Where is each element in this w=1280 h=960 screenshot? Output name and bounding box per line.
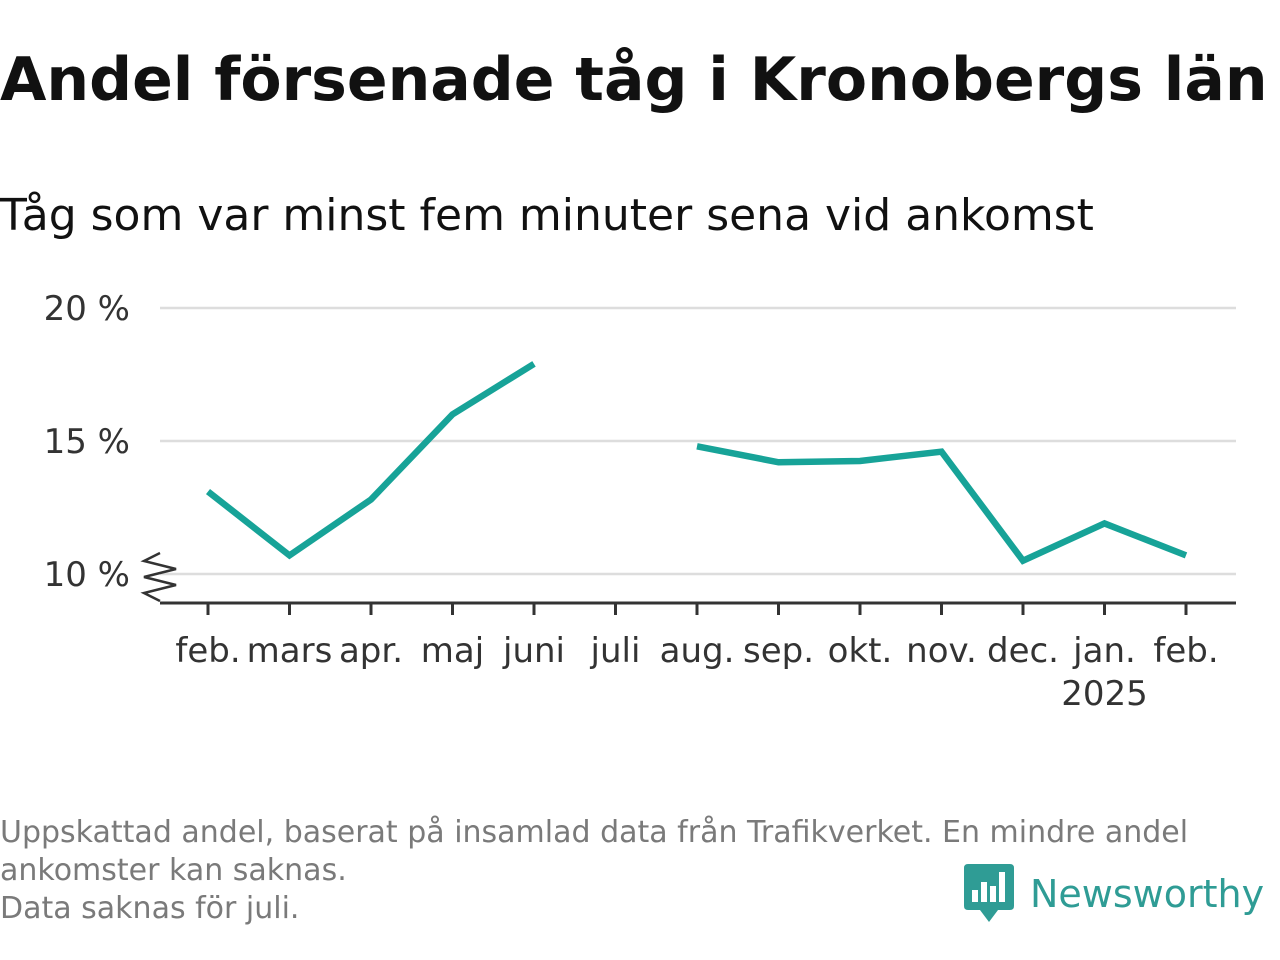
x-tick-label: sep. bbox=[743, 631, 814, 671]
brand-name: Newsworthy bbox=[1030, 872, 1265, 916]
x-tick-label: nov. bbox=[906, 631, 977, 671]
series-lines bbox=[205, 361, 1188, 565]
x-tick-label: jan. bbox=[1072, 631, 1136, 671]
line-chart: 10 %15 %20 % feb. mars apr. maj juni juli aug.… bbox=[44, 289, 1236, 714]
x-tick-label: maj bbox=[421, 631, 484, 671]
x-tick-label: apr. bbox=[339, 631, 403, 671]
series-line-segment bbox=[696, 443, 1188, 565]
footer-note-line-1: Uppskattad andel, baserat på insamlad da… bbox=[0, 815, 1189, 850]
x-axis bbox=[140, 551, 1236, 615]
x-tick-label: juni bbox=[502, 631, 565, 671]
x-tick-label: mars bbox=[247, 631, 333, 671]
x-tick-label: juli bbox=[590, 631, 641, 671]
gridlines bbox=[160, 306, 1236, 576]
y-tick-labels: 10 % 15 % 20 % bbox=[44, 289, 130, 595]
axis-break-marker bbox=[140, 551, 177, 603]
chart-subtitle: Tåg som var minst fem minuter sena vid a… bbox=[0, 190, 1094, 241]
y-tick-label: 10 % bbox=[44, 555, 130, 595]
footer-note-line-3: Data saknas för juli. bbox=[0, 891, 300, 926]
footer-note-line-2: ankomster kan saknas. bbox=[0, 853, 347, 888]
x-year-label: 2025 bbox=[1061, 674, 1148, 714]
x-tick-labels: feb. mars apr. maj juni juli aug. sep. okt. nov. d… bbox=[175, 631, 1218, 714]
x-tick-label: aug. bbox=[660, 631, 735, 671]
series-line-segment bbox=[205, 361, 536, 560]
bar-chart-speech-bubble-icon bbox=[964, 864, 1014, 922]
chart-title: Andel försenade tåg i Kronobergs län bbox=[0, 45, 1268, 115]
x-tick-label: okt. bbox=[828, 631, 893, 671]
x-tick-label: feb. bbox=[175, 631, 240, 671]
y-tick-label: 15 % bbox=[44, 422, 130, 462]
x-tick-label: dec. bbox=[987, 631, 1059, 671]
x-tick-label: feb. bbox=[1153, 631, 1218, 671]
y-tick-label: 20 % bbox=[44, 289, 130, 329]
chart-footer: Uppskattad andel, baserat på insamlad da… bbox=[0, 814, 1270, 928]
newsworthy-logo: Newsworthy bbox=[964, 864, 1264, 924]
